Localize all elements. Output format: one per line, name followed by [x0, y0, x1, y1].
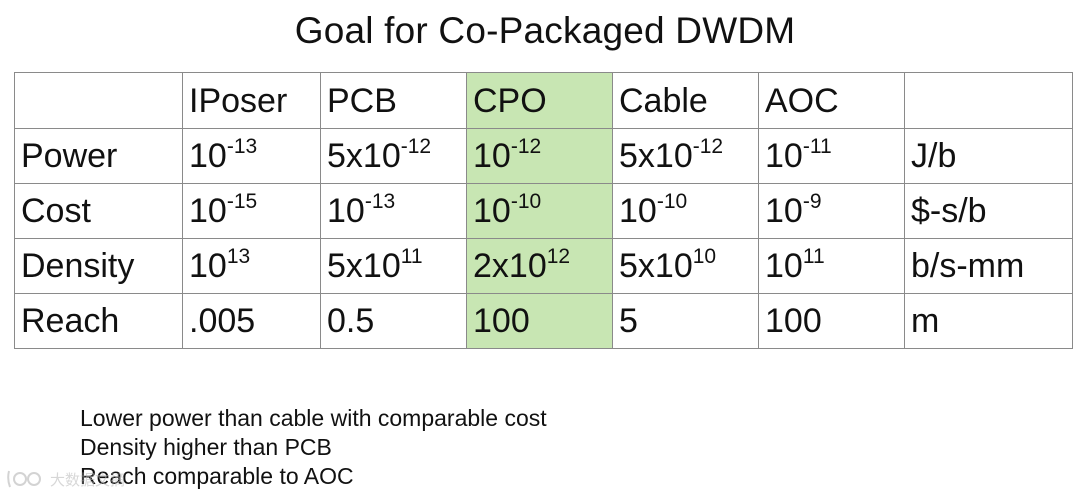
header-cell-iposer: IPoser: [182, 72, 321, 129]
value-cell: 5x1011: [320, 238, 467, 294]
value-cell: 5: [612, 293, 759, 349]
table-row-cost: Cost 10-15 10-13 10-10 10-10 10-9 $-s/b: [14, 183, 1073, 239]
value-cell-cpo: 2x1012: [466, 238, 613, 294]
value-cell: 10-15: [182, 183, 321, 239]
table-row-reach: Reach .005 0.5 100 5 100 m: [14, 293, 1073, 349]
row-label: Cost: [14, 183, 183, 239]
value-cell-cpo: 100: [466, 293, 613, 349]
value-cell: 10-10: [612, 183, 759, 239]
value-cell: 100: [758, 293, 905, 349]
value-cell: 5x10-12: [612, 128, 759, 184]
notes-list: Lower power than cable with comparable c…: [80, 404, 547, 491]
value-cell: 1013: [182, 238, 321, 294]
row-label: Power: [14, 128, 183, 184]
value-cell: 10-13: [320, 183, 467, 239]
value-cell: 10-13: [182, 128, 321, 184]
unit-cell: m: [904, 293, 1073, 349]
row-label: Reach: [14, 293, 183, 349]
value-cell: 1011: [758, 238, 905, 294]
video-logo-icon: [6, 467, 46, 491]
note-item: Density higher than PCB: [80, 433, 332, 460]
note-item: Lower power than cable with comparable c…: [80, 405, 547, 431]
header-cell-cable: Cable: [612, 72, 759, 129]
value-cell: 5x1010: [612, 238, 759, 294]
header-cell-unit: [904, 72, 1073, 129]
table-row-power: Power 10-13 5x10-12 10-12 5x10-12 10-11 …: [14, 128, 1073, 184]
slide-title: Goal for Co-Packaged DWDM: [294, 10, 796, 51]
value-cell-cpo: 10-10: [466, 183, 613, 239]
watermark: 大数据文摘: [6, 467, 125, 491]
comparison-table: IPoser PCB CPO Cable AOC Power 10-13 5x1…: [14, 72, 1073, 349]
note-item: Reach comparable to AOC: [80, 462, 354, 489]
row-label: Density: [14, 238, 183, 294]
value-cell: .005: [182, 293, 321, 349]
header-cell-pcb: PCB: [320, 72, 467, 129]
value-cell: 0.5: [320, 293, 467, 349]
table-header-row: IPoser PCB CPO Cable AOC: [14, 72, 1073, 129]
value-cell: 5x10-12: [320, 128, 467, 184]
value-cell: 10-11: [758, 128, 905, 184]
header-cell-empty: [14, 72, 183, 129]
unit-cell: b/s-mm: [904, 238, 1073, 294]
unit-cell: J/b: [904, 128, 1073, 184]
value-cell: 10-9: [758, 183, 905, 239]
header-cell-aoc: AOC: [758, 72, 905, 129]
header-cell-cpo: CPO: [466, 72, 613, 129]
value-cell-cpo: 10-12: [466, 128, 613, 184]
unit-cell: $-s/b: [904, 183, 1073, 239]
watermark-text: 大数据文摘: [50, 470, 126, 489]
table-row-density: Density 1013 5x1011 2x1012 5x1010 1011 b…: [14, 238, 1073, 294]
